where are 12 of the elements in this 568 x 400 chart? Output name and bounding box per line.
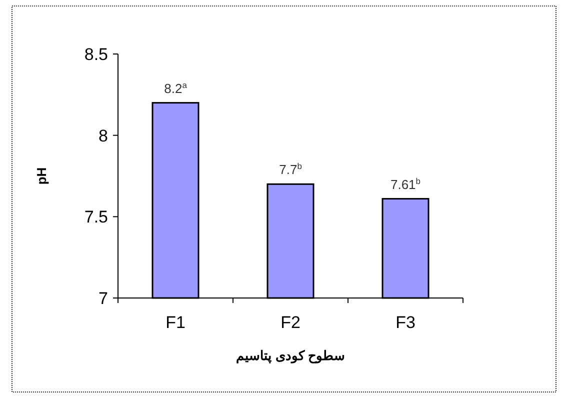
y-tick-label: 8.5 bbox=[84, 44, 108, 64]
y-tick-label: 8 bbox=[98, 126, 108, 146]
data-label: 7.61$^{b}$ bbox=[390, 176, 421, 192]
y-tick-label: 7.5 bbox=[84, 208, 108, 227]
data-label: 8.2$^{a}$ bbox=[164, 80, 188, 96]
x-tick-label: F1 bbox=[166, 313, 186, 332]
x-tick-label: F2 bbox=[280, 313, 300, 332]
data-label: 7.7$^{b}$ bbox=[279, 161, 302, 178]
y-axis-title: pH bbox=[34, 167, 49, 185]
x-axis-title: سطوح کودی پتاسیم bbox=[236, 348, 346, 364]
x-tick-label: F3 bbox=[396, 313, 416, 332]
y-tick-label: 7 bbox=[98, 288, 108, 308]
